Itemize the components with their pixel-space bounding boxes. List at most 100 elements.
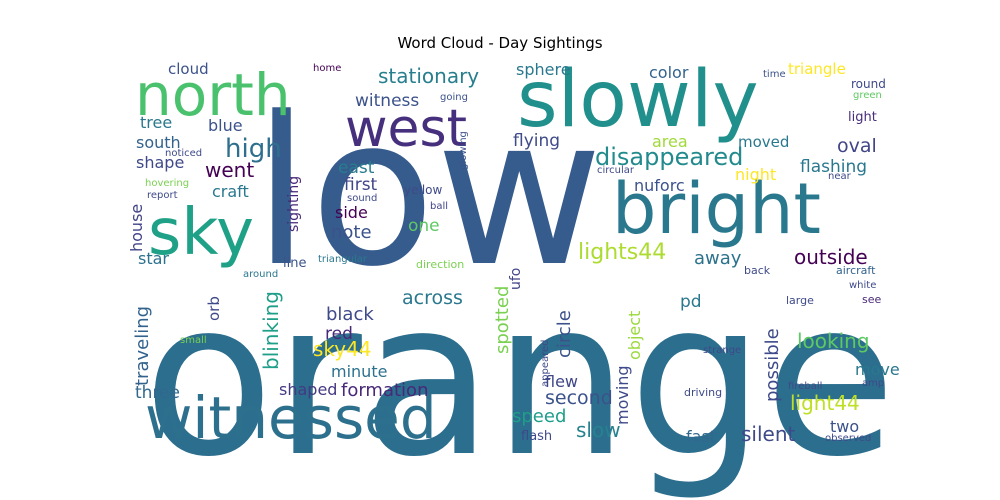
word-area: area [652,132,688,151]
word-slowly: slowly [517,55,759,145]
word-speed: speed [512,406,566,427]
word-back: back [744,264,771,277]
word-black: black [326,304,374,325]
word-light: light [848,110,877,125]
word-amp: amp [862,378,884,389]
word-moving: moving [613,365,632,425]
word-ball: ball [430,201,448,212]
word-west: west [345,99,467,159]
word-south: south [136,133,181,152]
word-triangle: triangle [788,60,846,78]
word-star: star [138,249,169,268]
word-direction: direction [416,258,464,271]
word-note: note [331,222,372,243]
word-flew: flew [545,372,578,391]
word-house: house [127,204,146,252]
word-around: around [243,269,278,280]
word-time: time [763,69,786,80]
word-first: first [344,175,378,195]
word-went: went [205,158,254,182]
word-high: high [225,134,282,164]
word-sphere: sphere [516,60,571,79]
word-see: see [862,293,881,306]
word-looking: looking [797,329,870,353]
word-noticed: noticed [165,148,202,159]
word-shape: shape [136,153,184,172]
word-witnessed: witnessed [145,384,437,452]
word-white: white [849,280,876,291]
word-line: line [283,256,306,271]
word-sky44: sky44 [313,337,372,361]
word-one: one [408,216,440,236]
word-object: object [625,311,644,360]
word-small: small [180,335,207,346]
word-cloud: cloud [168,60,209,78]
word-driving: driving [684,386,722,399]
word-bright: bright [612,168,821,250]
word-three: three [135,383,180,403]
word-lights44: lights44 [578,240,666,265]
word-flashing: flashing [800,157,867,177]
word-report: report [147,190,178,201]
word-fast: fast [686,427,716,446]
word-possible: possible [762,328,783,402]
word-sky: sky [148,196,254,270]
word-sighting: sighting [286,176,302,232]
word-witness: witness [355,91,419,111]
word-slow: slow [576,418,621,442]
word-side: side [335,203,368,222]
word-glowing: glowing [458,131,469,170]
word-light44: light44 [790,391,860,415]
word-yellow: yellow [404,183,442,197]
word-night: night [735,165,776,184]
word-round: round [851,77,886,91]
word-blinking: blinking [259,291,283,370]
word-triangular: triangular [318,254,368,265]
word-low: low [253,74,603,312]
chart-title: Word Cloud - Day Sightings [397,34,603,52]
word-outside: outside [794,245,868,269]
word-near: near [828,171,852,182]
word-shaped: shaped [279,380,337,399]
word-second: second [545,387,613,409]
word-flash: flash [521,429,552,444]
word-appeared: appeared [540,340,551,388]
word-pd: pd [680,292,702,312]
word-large: large [786,294,814,307]
word-minute: minute [331,362,387,381]
word-north: north [135,61,291,129]
word-two: two [830,417,859,436]
word-home: home [313,63,341,74]
word-away: away [694,248,742,269]
word-circular: circular [597,165,635,176]
word-traveling: traveling [132,306,153,386]
word-circle: circle [554,310,575,358]
word-oval: oval [837,135,877,157]
word-silent: silent [741,422,796,446]
word-red: red [325,324,353,344]
word-orange: orange [143,255,896,500]
word-formation: formation [341,380,428,401]
word-observed: observed [825,433,871,444]
word-going: going [440,92,468,103]
word-moved: moved [738,133,789,151]
word-aircraft: aircraft [836,264,876,277]
word-sound: sound [347,193,377,204]
word-blue: blue [208,116,243,135]
word-spotted: spotted [492,286,513,354]
word-color: color [649,63,689,82]
word-tree: tree [140,113,172,132]
word-craft: craft [212,182,249,201]
word-orb: orb [205,296,223,321]
word-move: move [855,360,900,379]
word-green: green [853,90,882,101]
word-across: across [402,287,463,309]
word-east: east [338,158,375,178]
word-disappeared: disappeared [595,143,743,171]
word-fireball: fireball [788,381,822,392]
word-hovering: hovering [145,178,189,189]
word-strange: strange [703,345,741,356]
word-ufo: ufo [508,268,524,290]
word-flying: flying [513,131,560,151]
word-nuforc: nuforc [634,176,685,195]
